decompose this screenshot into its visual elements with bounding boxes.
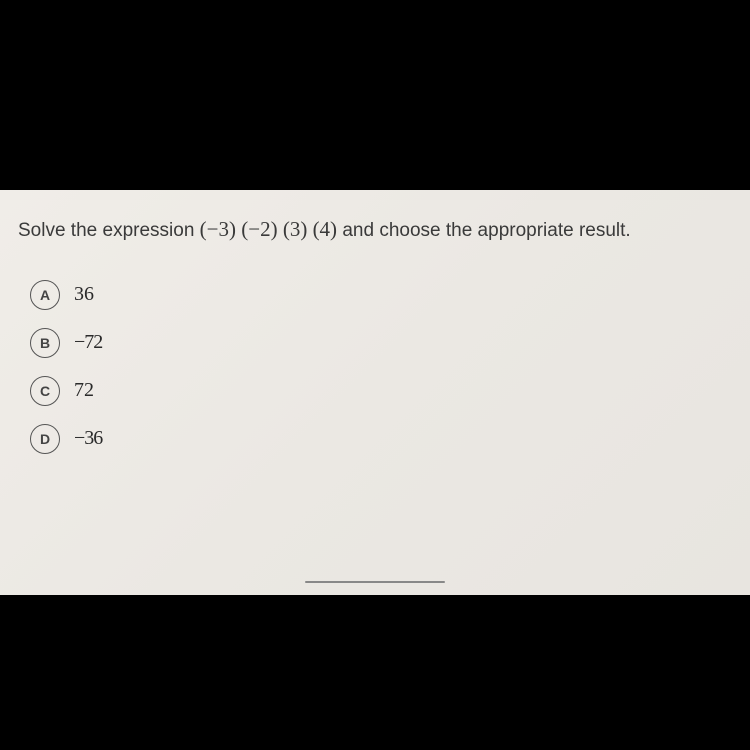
question-prefix: Solve the expression xyxy=(18,220,200,241)
question-suffix: and choose the appropriate result. xyxy=(337,220,631,241)
option-letter: B xyxy=(40,335,50,351)
option-b[interactable]: B −72 xyxy=(30,328,732,358)
option-letter-circle: B xyxy=(30,328,60,358)
question-text: Solve the expression (−3) (−2) (3) (4) a… xyxy=(18,215,732,245)
option-letter-circle: A xyxy=(30,280,60,310)
option-c[interactable]: C 72 xyxy=(30,376,732,406)
option-value: −72 xyxy=(74,331,102,354)
option-letter: C xyxy=(40,383,50,399)
home-indicator xyxy=(305,581,445,583)
option-letter-circle: D xyxy=(30,424,60,454)
quiz-screen: Solve the expression (−3) (−2) (3) (4) a… xyxy=(0,190,750,595)
option-value: −36 xyxy=(74,427,102,450)
option-value: 72 xyxy=(74,379,94,402)
option-d[interactable]: D −36 xyxy=(30,424,732,454)
option-letter: A xyxy=(40,287,50,303)
option-letter-circle: C xyxy=(30,376,60,406)
option-value: 36 xyxy=(74,283,94,306)
option-a[interactable]: A 36 xyxy=(30,280,732,310)
option-letter: D xyxy=(40,431,50,447)
question-expression: (−3) (−2) (3) (4) xyxy=(200,217,337,241)
options-list: A 36 B −72 C 72 D −36 xyxy=(18,280,732,454)
